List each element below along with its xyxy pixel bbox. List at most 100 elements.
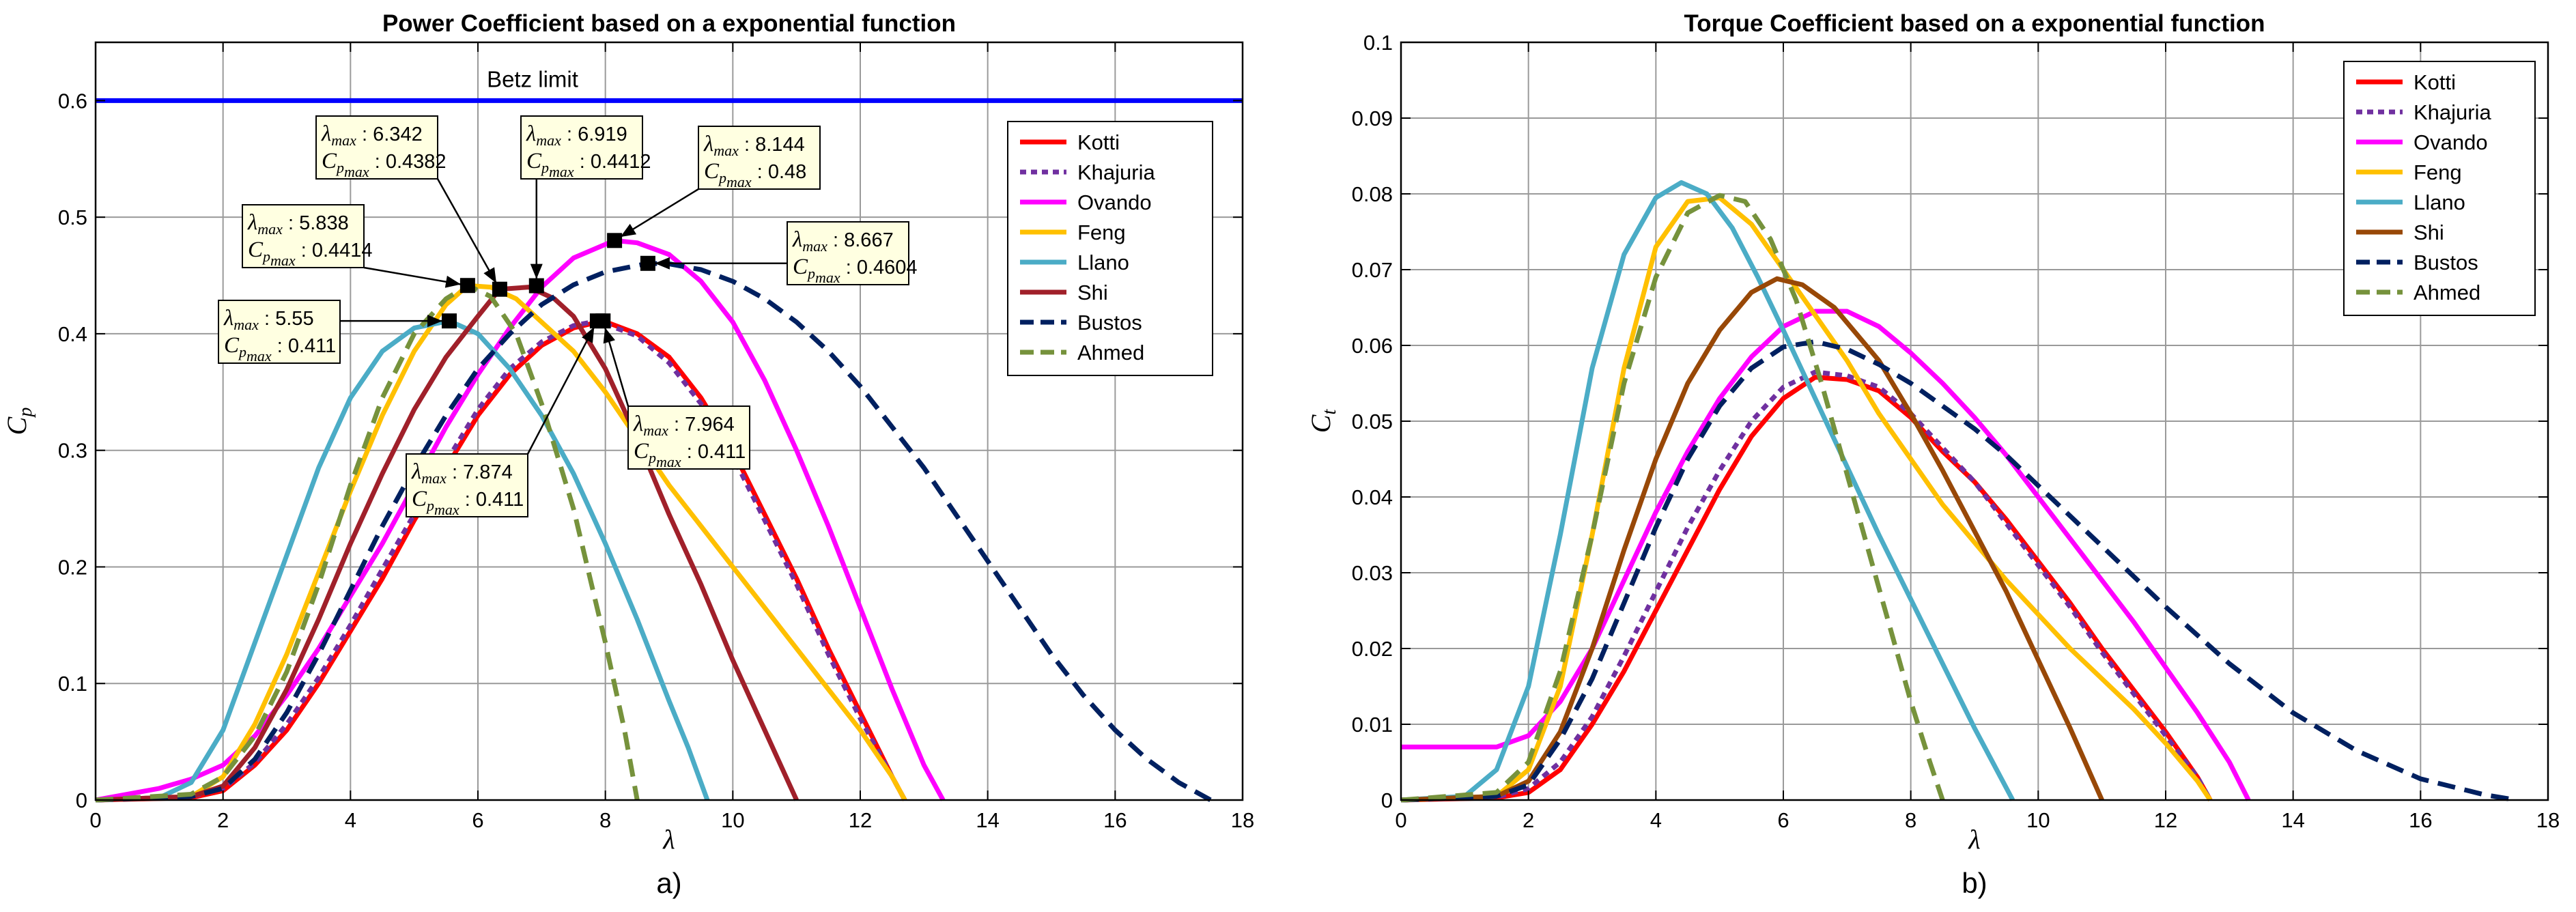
annotation-cp: Cpmax : 0.4412 [526,149,651,180]
annotation-cp-subsub: max [726,173,752,190]
annotation-arrowhead [483,267,497,283]
annotation-cp-subsub: max [815,269,840,286]
x-tick-label: 16 [1103,808,1127,832]
annotation-marker [607,233,623,248]
annotation-lambda-symbol: λ [703,132,713,156]
series-group [1400,180,2517,803]
annotation-lambda-value: : 5.838 [283,212,349,234]
annotation-cp-subsub: max [549,163,574,180]
x-tick-label: 8 [599,808,611,832]
annotation-marker [459,278,475,294]
series-line-bustos [95,261,1212,803]
annotation-cp-sub: p [425,497,434,514]
x-tick-label: 0 [1395,808,1406,832]
legend-label-ovando: Ovando [2414,130,2488,154]
annotation-cp-symbol: C [224,333,240,358]
y-tick-label: 0.4 [58,322,87,346]
panel-label: a) [656,867,681,899]
annotation-lambda-sub: max [421,470,447,487]
y-tick-label: 0 [1381,788,1393,812]
annotation-cp: Cpmax : 0.48 [704,159,806,190]
x-tick-label: 10 [721,808,744,832]
annotation-lambda-value: : 6.342 [356,124,423,145]
annotation-cp-subsub: max [656,453,681,470]
annotation-cp-symbol: C [704,159,720,184]
annotation-cp: Cpmax : 0.4414 [248,238,373,269]
annotation-lambda: λmax : 7.964 [633,412,735,439]
annotation-cp-sub: p [261,248,270,265]
series-line-feng [95,283,907,803]
y-axis-label: Ct [1305,409,1340,433]
annotation-cp-sub: p [718,169,726,186]
y-tick-label: 0.07 [1352,258,1393,282]
annotation-cp-sub: p [335,159,344,176]
annotation-lambda: λmax : 8.667 [792,227,894,255]
y-tick-label: 0.03 [1352,561,1393,585]
y-tick-label: 0.02 [1352,637,1393,661]
legend-label-ahmed: Ahmed [1077,341,1144,365]
annotation-box [315,115,438,180]
annotation-box [520,115,643,180]
legend-label-llano: Llano [2414,190,2465,214]
annotation-lambda: λmax : 5.55 [223,306,314,333]
annotation-box [406,453,528,517]
annotation-lambda-sub: max [713,142,739,159]
annotation-lambda-symbol: λ [411,459,421,484]
x-tick-label: 4 [345,808,356,832]
annotation-lambda-sub: max [802,238,827,255]
series-line-ovando [1401,309,2251,801]
legend-box [2343,61,2536,316]
annotation-marker [492,281,507,297]
x-tick-label: 2 [1523,808,1534,832]
annotation-lambda-value: : 6.919 [561,124,627,145]
annotation-box [218,300,341,364]
annotation-cp: Cpmax : 0.411 [224,333,336,365]
panel-b: 0 2 4 6 8 10 12 14 16 18 0 0.01 0.02 0.03 0.04 0.05 0.06… [1305,10,2560,899]
legend-label-llano: Llano [1077,251,1129,274]
annotation-cp-sub: p [647,449,656,466]
annotation-lambda-sub: max [643,422,668,439]
annotation-lambda-symbol: λ [526,122,536,146]
y-tick-label: 0.6 [58,89,87,113]
x-tick-label: 8 [1905,808,1916,832]
chart-title: Power Coefficient based on a exponential… [382,10,956,37]
annotation-cp-symbol: C [248,238,264,262]
annotation-cp-symbol: C [322,149,337,173]
annotation-lambda: λmax : 6.342 [321,122,423,149]
x-axis-label: λ [662,824,675,855]
y-tick-label: 0.05 [1352,410,1393,433]
annotation-cp-symbol: C [634,439,649,464]
annotation-box [242,204,365,268]
legend-label-khajuria: Khajuria [1077,160,1155,184]
y-tick-label: 0.2 [58,555,87,579]
legend-label-kotti: Kotti [1077,130,1120,154]
y-axis-label-sub: t [1319,409,1340,415]
y-tick-label: 0.5 [58,205,87,229]
y-axis-label-main: C [1,416,32,435]
annotation-cp-value: : 0.4412 [574,151,651,173]
y-tick-label: 0.08 [1352,182,1393,206]
annotation-lambda-sub: max [331,132,356,149]
series-line-feng [1400,195,2213,803]
legend-label-ovando: Ovando [1077,190,1152,214]
x-tick-label: 4 [1650,808,1662,832]
x-tick-label: 2 [217,808,229,832]
x-tick-label: 12 [2154,808,2177,832]
x-tick-label: 6 [472,808,483,832]
annotation-cp: Cpmax : 0.4382 [322,149,447,180]
annotation-cp-sub: p [806,265,815,282]
y-tick-label: 0.04 [1352,485,1393,509]
x-tick-label: 14 [976,808,999,832]
annotation-cp-value: : 0.4604 [840,257,918,279]
x-axis-label: λ [1968,824,1980,855]
annotation-lambda-sub: max [536,132,561,149]
annotation-cp-subsub: max [344,163,369,180]
legend: Kotti Khajuria Ovando Feng Llano Shi Bustos Ahm… [1007,121,1213,376]
axes-frame [94,41,1244,801]
y-tick-label: 0.09 [1352,106,1393,130]
legend: Kotti Khajuria Ovando Feng Llano Shi Bustos Ahm… [2343,61,2536,316]
annotation-cp-symbol: C [793,255,808,279]
legend-label-shi: Shi [1077,281,1108,304]
y-tick-label: 0.1 [58,672,87,696]
